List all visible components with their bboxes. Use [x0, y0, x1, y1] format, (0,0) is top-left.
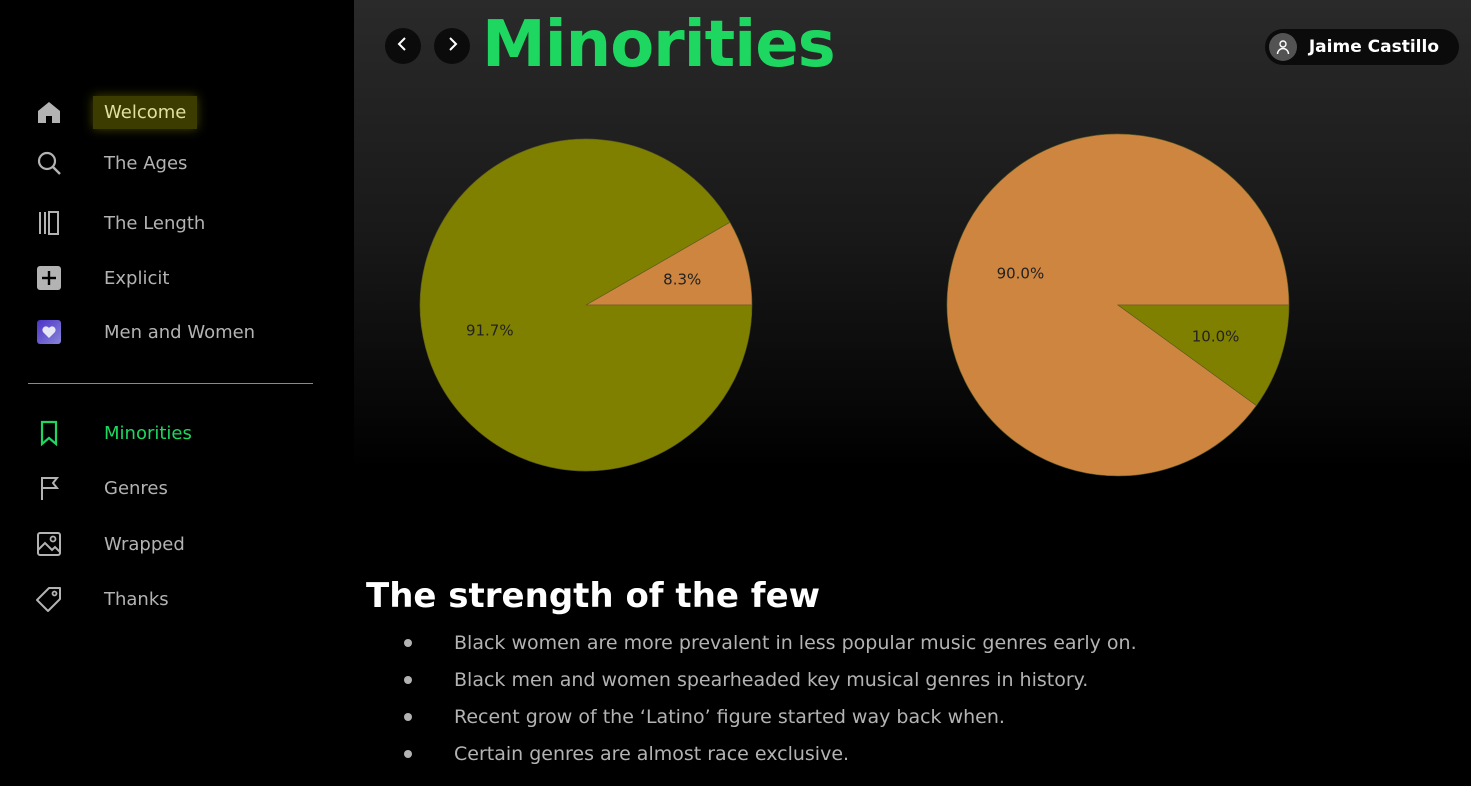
bullet-text: Black men and women spearheaded key musi… — [454, 668, 1089, 691]
pie-slice — [946, 133, 1290, 477]
bookmark-icon — [34, 418, 64, 448]
sidebar-item-thanks[interactable]: Thanks — [0, 577, 354, 621]
bullet-text: Certain genres are almost race exclusive… — [454, 742, 850, 765]
user-name: Jaime Castillo — [1308, 37, 1439, 57]
page-title: Minorities — [482, 8, 836, 82]
sidebar-item-genres[interactable]: Genres — [0, 466, 354, 510]
sidebar-item-welcome[interactable]: Welcome — [0, 90, 354, 134]
sidebar-item-label: The Ages — [104, 152, 188, 174]
flag-icon — [34, 473, 64, 503]
sidebar-item-minorities[interactable]: Minorities — [0, 411, 354, 455]
sidebar-item-explicit[interactable]: Explicit — [0, 256, 354, 300]
sidebar-item-label: Thanks — [104, 588, 169, 610]
sidebar-item-wrapped[interactable]: Wrapped — [0, 522, 354, 566]
pie-slice-label: 91.7% — [466, 322, 514, 340]
pie-slice-label: 90.0% — [997, 264, 1045, 282]
library-icon — [34, 208, 64, 238]
sidebar-item-men-and-women[interactable]: Men and Women — [0, 310, 354, 354]
pie-chart-2: 90.0% 10.0% — [946, 133, 1290, 477]
user-menu-button[interactable]: Jaime Castillo — [1264, 29, 1459, 65]
tag-icon — [34, 584, 64, 614]
bullet-dot — [404, 749, 412, 758]
sidebar-item-label: Welcome — [93, 95, 198, 129]
user-icon — [1268, 33, 1297, 61]
sidebar-item-label: The Length — [104, 212, 206, 234]
bullet-dot — [404, 638, 412, 647]
pie-chart-1: 8.3% 91.7% — [419, 138, 753, 472]
sidebar-item-label: Wrapped — [104, 533, 185, 555]
sidebar-item-label: Genres — [104, 477, 168, 499]
sidebar-divider — [28, 383, 313, 384]
bullet-dot — [404, 675, 412, 684]
bullet-text: Black women are more prevalent in less p… — [454, 631, 1137, 654]
pie-slice — [419, 138, 753, 472]
sidebar-item-the-length[interactable]: The Length — [0, 201, 354, 245]
heart-square-icon — [34, 317, 64, 347]
home-icon — [34, 97, 64, 127]
main-content: Minorities Jaime Castillo 8.3% 91.7% 90.0%… — [354, 0, 1471, 786]
chevron-left-icon — [395, 36, 411, 56]
sidebar-item-label: Explicit — [104, 267, 170, 289]
section-title: The strength of the few — [366, 576, 821, 616]
plus-square-icon — [34, 263, 64, 293]
back-button[interactable] — [385, 28, 421, 64]
forward-button[interactable] — [434, 28, 470, 64]
sidebar: Welcome The Ages The Length Explicit Men… — [0, 0, 354, 786]
chevron-right-icon — [444, 36, 460, 56]
pie-slice-label: 10.0% — [1192, 328, 1240, 346]
search-icon — [34, 148, 64, 178]
sidebar-item-label: Minorities — [104, 422, 192, 444]
pie-slice — [584, 221, 753, 306]
pie-charts: 8.3% 91.7% 90.0% 10.0% — [419, 133, 1290, 477]
sidebar-item-the-ages[interactable]: The Ages — [0, 141, 354, 185]
bullet-text: Recent grow of the ‘Latino’ figure start… — [454, 705, 1005, 728]
pie-slice — [1117, 304, 1290, 406]
bullet-dot — [404, 712, 412, 721]
image-icon — [34, 529, 64, 559]
pie-slice-label: 8.3% — [663, 270, 701, 288]
sidebar-item-label: Men and Women — [104, 321, 256, 343]
